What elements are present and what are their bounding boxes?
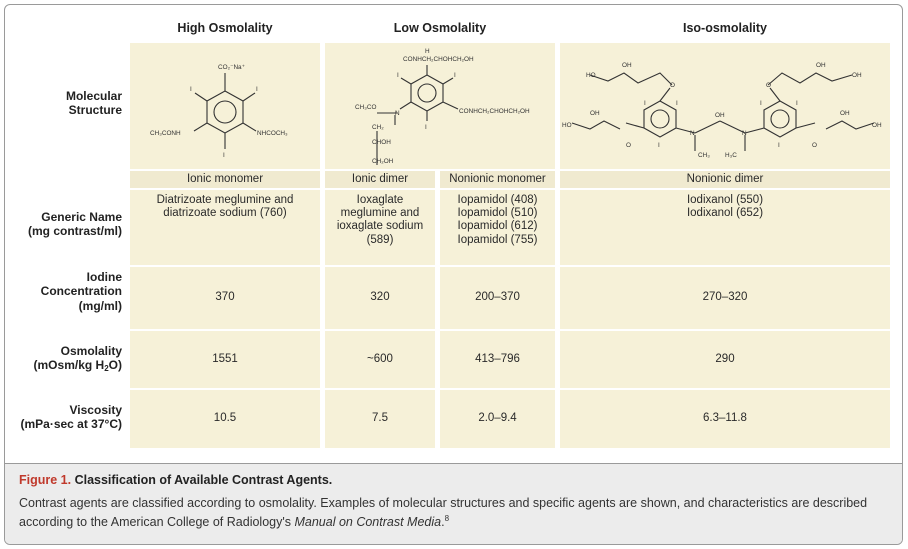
- svg-text:NHCOCH₃: NHCOCH₃: [257, 130, 288, 137]
- svg-text:HO: HO: [586, 72, 596, 79]
- label-osmolality: Osmolality (mOsm/kg H2O): [33, 344, 122, 374]
- iodixanol-structure-diagram: OH HO OH OH OH HO OH OH OH O O O O I I I…: [562, 62, 882, 159]
- label-iodine-concentration: Iodine Concentration (mg/ml): [40, 270, 122, 313]
- svg-text:H₃C: H₃C: [725, 152, 737, 159]
- figure-frame: High Osmolality Low Osmolality Iso-osmol…: [4, 4, 903, 545]
- figure-label: Figure 1.: [19, 473, 72, 487]
- svg-text:HO: HO: [562, 122, 572, 129]
- svg-text:CH₂: CH₂: [372, 124, 384, 131]
- svg-text:N: N: [742, 130, 747, 137]
- generic-name-nonionic-monomer: Iopamidol (408) Iopamidol (510) Iopamidol …: [440, 190, 555, 265]
- svg-text:OH: OH: [816, 62, 826, 69]
- svg-text:I: I: [425, 124, 427, 131]
- header-iso-osmolality: Iso-osmolality: [682, 21, 768, 35]
- caption-text: Contrast agents are classified according…: [19, 496, 868, 529]
- generic-name-nonionic-dimer: Iodixanol (550) Iodixanol (652): [560, 190, 890, 265]
- svg-text:H: H: [425, 48, 430, 55]
- svg-text:I: I: [454, 72, 456, 79]
- svg-text:O: O: [766, 82, 771, 89]
- svg-text:OH: OH: [622, 62, 632, 69]
- svg-text:O: O: [670, 82, 675, 89]
- svg-text:I: I: [223, 152, 225, 159]
- structure-low-osmolality: H CONHCH₂CHOHCH₂OH I I I CONHCH₂CHOHCH₂O…: [325, 43, 555, 169]
- svg-text:I: I: [760, 100, 762, 107]
- generic-name-ionic-dimer: Ioxaglate meglumine and ioxaglate sodium (5…: [325, 190, 435, 265]
- osmolality-ionic-monomer: 1551: [130, 331, 320, 388]
- type-nonionic-dimer: Nonionic dimer: [560, 171, 890, 188]
- svg-text:OH: OH: [852, 72, 862, 79]
- header-high-osmolality: High Osmolality: [177, 21, 273, 35]
- svg-text:O: O: [626, 142, 631, 149]
- svg-text:CH₃: CH₃: [698, 152, 710, 159]
- svg-text:I: I: [658, 142, 660, 149]
- type-ionic-dimer: Ionic dimer: [325, 171, 435, 188]
- type-ionic-monomer: Ionic monomer: [130, 171, 320, 188]
- type-nonionic-monomer: Nonionic monomer: [440, 171, 555, 188]
- svg-text:I: I: [256, 86, 258, 93]
- viscosity-ionic-dimer: 7.5: [325, 390, 435, 448]
- diatrizoate-structure-diagram: CO₂⁻Na⁺ I I I CH₃CONH NHCOCH₃: [150, 64, 288, 159]
- header-low-osmolality: Low Osmolality: [393, 21, 487, 35]
- osmolality-ionic-dimer: ~600: [325, 331, 435, 388]
- label-viscosity: Viscosity (mPa·sec at 37°C): [20, 403, 122, 432]
- viscosity-nonionic-monomer: 2.0–9.4: [440, 390, 555, 448]
- svg-text:N: N: [395, 110, 400, 117]
- caption-title: Figure 1. Classification of Available Co…: [19, 473, 333, 487]
- osmolality-nonionic-monomer: 413–796: [440, 331, 555, 388]
- iodine-ionic-dimer: 320: [325, 267, 435, 329]
- label-generic-name: Generic Name (mg contrast/ml): [27, 210, 122, 239]
- svg-text:O: O: [812, 142, 817, 149]
- svg-text:I: I: [397, 72, 399, 79]
- structure-ionic-monomer: CO₂⁻Na⁺ I I I CH₃CONH NHCOCH₃: [130, 43, 320, 169]
- svg-text:CONHCH₂CHOHCH₂OH: CONHCH₂CHOHCH₂OH: [403, 56, 474, 63]
- svg-text:I: I: [796, 100, 798, 107]
- svg-text:CH₂OH: CH₂OH: [372, 158, 394, 165]
- label-molecular-structure: Molecular Structure: [65, 89, 122, 118]
- viscosity-nonionic-dimer: 6.3–11.8: [560, 390, 890, 448]
- generic-name-ionic-monomer: Diatrizoate meglumine and diatrizoate sod…: [130, 190, 320, 265]
- svg-text:CHOH: CHOH: [372, 139, 391, 146]
- svg-text:CONHCH₂CHOHCH₂OH: CONHCH₂CHOHCH₂OH: [459, 108, 530, 115]
- structure-iso-osmolality: OH HO OH OH OH HO OH OH OH O O O O I I I…: [560, 43, 890, 169]
- svg-text:I: I: [190, 86, 192, 93]
- iodine-ionic-monomer: 370: [130, 267, 320, 329]
- svg-text:OH: OH: [590, 110, 600, 117]
- svg-text:OH: OH: [715, 112, 725, 119]
- svg-text:CH₃CO: CH₃CO: [355, 104, 376, 111]
- iodine-nonionic-monomer: 200–370: [440, 267, 555, 329]
- svg-text:OH: OH: [872, 122, 882, 129]
- figure-caption: Figure 1. Classification of Available Co…: [5, 463, 902, 544]
- svg-text:OH: OH: [840, 110, 850, 117]
- osmolality-nonionic-dimer: 290: [560, 331, 890, 388]
- ioxaglate-structure-diagram: H CONHCH₂CHOHCH₂OH I I I CONHCH₂CHOHCH₂O…: [355, 48, 530, 165]
- iodine-nonionic-dimer: 270–320: [560, 267, 890, 329]
- viscosity-ionic-monomer: 10.5: [130, 390, 320, 448]
- svg-text:N: N: [690, 130, 695, 137]
- reference-superscript: 8: [444, 513, 450, 523]
- svg-text:I: I: [778, 142, 780, 149]
- svg-text:CO₂⁻Na⁺: CO₂⁻Na⁺: [218, 64, 245, 71]
- svg-text:I: I: [644, 100, 646, 107]
- svg-text:I: I: [676, 100, 678, 107]
- svg-text:CH₃CONH: CH₃CONH: [150, 130, 181, 137]
